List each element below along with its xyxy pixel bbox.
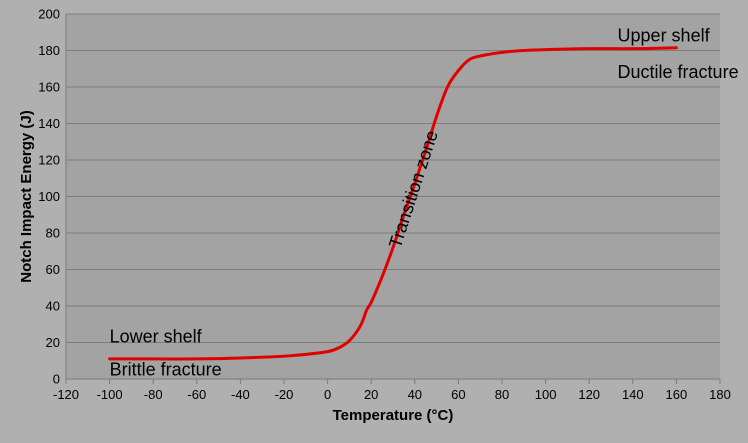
y-tick-label-3: 60 bbox=[46, 262, 60, 277]
y-tick-label-10: 200 bbox=[38, 7, 60, 22]
x-tick-label-3: -60 bbox=[187, 387, 206, 402]
x-tick-label-15: 180 bbox=[709, 387, 731, 402]
x-tick-label-8: 40 bbox=[408, 387, 422, 402]
x-tick-label-12: 120 bbox=[578, 387, 600, 402]
x-axis-title: Temperature (°C) bbox=[333, 407, 454, 424]
series-line-0 bbox=[108, 46, 678, 361]
x-tick-label-2: -80 bbox=[144, 387, 163, 402]
x-tick-label-4: -40 bbox=[231, 387, 250, 402]
y-tick-label-4: 80 bbox=[46, 226, 60, 241]
gridlines bbox=[66, 13, 720, 343]
annotation-2: Lower shelf bbox=[110, 327, 203, 347]
series-layer bbox=[108, 46, 678, 361]
annotation-0: Upper shelf bbox=[618, 25, 711, 45]
y-tick-label-0: 0 bbox=[53, 372, 60, 387]
y-tick-label-6: 120 bbox=[38, 153, 60, 168]
x-tick-label-0: -120 bbox=[53, 387, 79, 402]
y-tick-label-8: 160 bbox=[38, 80, 60, 95]
y-axis-title: Notch Impact Energy (J) bbox=[18, 110, 35, 283]
y-tick-label-9: 180 bbox=[38, 43, 60, 58]
x-tick-label-1: -100 bbox=[97, 387, 123, 402]
y-axis-ticks: 0 20 40 60 80 100 120 140 160 180 200 bbox=[38, 7, 60, 387]
y-tick-label-5: 100 bbox=[38, 189, 60, 204]
x-tick-label-9: 60 bbox=[451, 387, 465, 402]
x-tick-label-6: 0 bbox=[324, 387, 331, 402]
x-axis-ticks: -120 -100 -80 -60 -40 -20 0 20 40 60 80 100 120 140 16… bbox=[53, 379, 731, 402]
y-tick-label-1: 20 bbox=[46, 335, 60, 350]
x-tick-label-10: 80 bbox=[495, 387, 509, 402]
annotation-3: Brittle fracture bbox=[110, 359, 222, 379]
x-tick-label-13: 140 bbox=[622, 387, 644, 402]
x-tick-label-14: 160 bbox=[666, 387, 688, 402]
annotation-1: Ductile fracture bbox=[618, 62, 739, 82]
y-tick-label-7: 140 bbox=[38, 116, 60, 131]
y-tick-label-2: 40 bbox=[46, 299, 60, 314]
x-tick-label-5: -20 bbox=[275, 387, 294, 402]
x-tick-label-7: 20 bbox=[364, 387, 378, 402]
x-tick-label-11: 100 bbox=[535, 387, 557, 402]
